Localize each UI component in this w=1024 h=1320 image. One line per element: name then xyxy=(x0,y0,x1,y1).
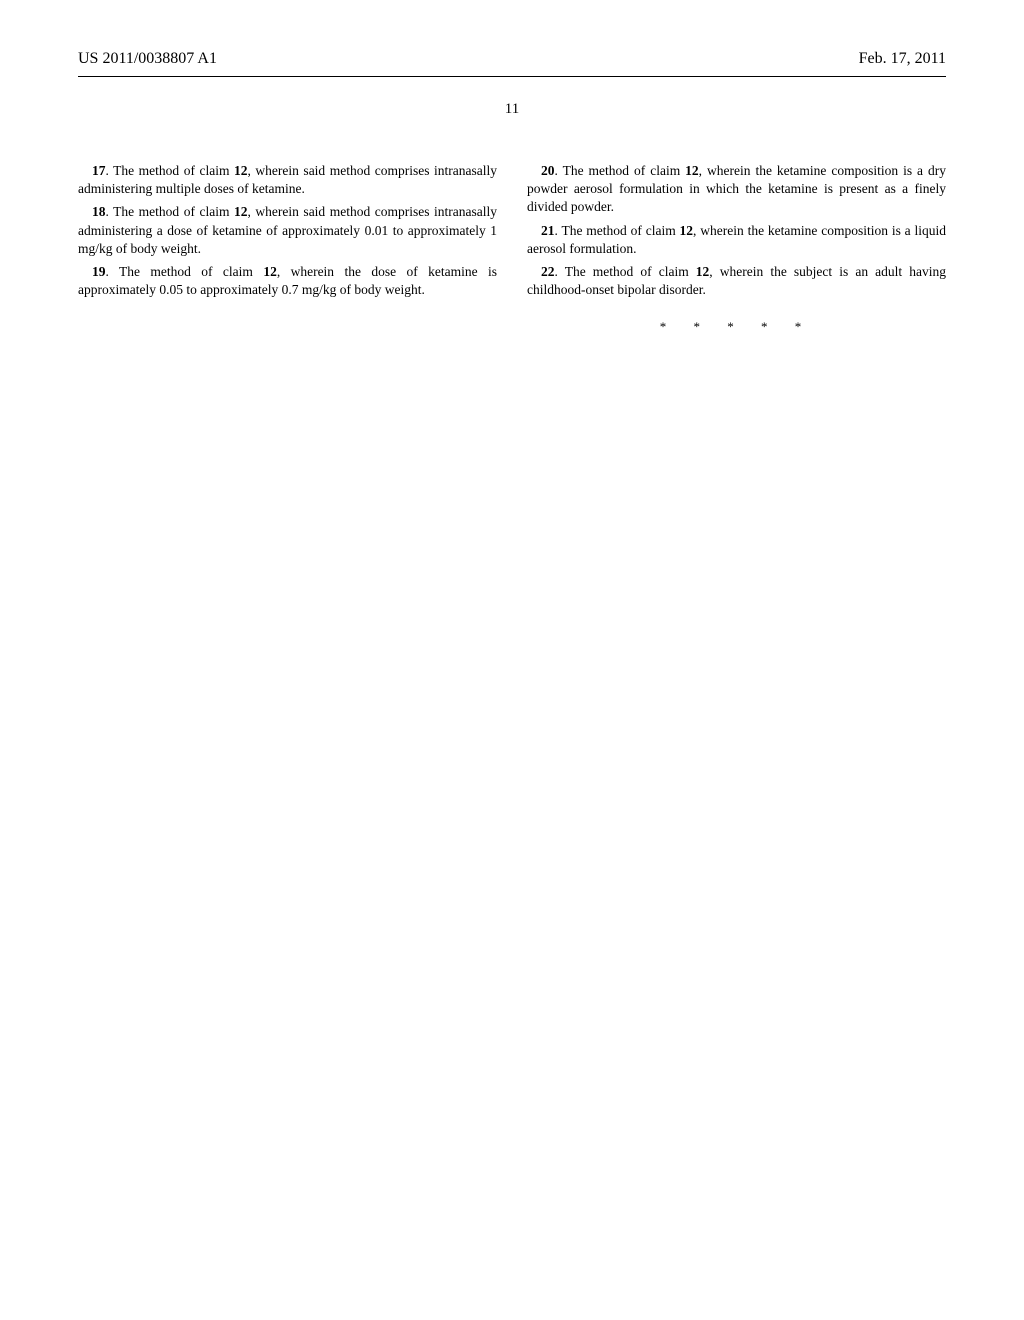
claim-reference: 12 xyxy=(696,264,710,279)
claim-22: 22. The method of claim 12, wherein the … xyxy=(527,263,946,299)
claim-reference: 12 xyxy=(263,264,277,279)
page-number: 11 xyxy=(78,101,946,118)
claim-number: 17 xyxy=(92,163,106,178)
publication-date: Feb. 17, 2011 xyxy=(859,50,946,68)
claim-number: 19 xyxy=(92,264,106,279)
page-header: US 2011/0038807 A1 Feb. 17, 2011 xyxy=(78,50,946,68)
claim-reference: 12 xyxy=(234,204,248,219)
claim-reference: 12 xyxy=(680,223,694,238)
claim-text-before: . The method of claim xyxy=(555,223,680,238)
claim-17: 17. The method of claim 12, wherein said… xyxy=(78,162,497,198)
right-column: 20. The method of claim 12, wherein the … xyxy=(527,162,946,335)
claim-text-before: . The method of claim xyxy=(106,264,264,279)
claim-number: 18 xyxy=(92,204,106,219)
claim-number: 22 xyxy=(541,264,555,279)
claim-19: 19. The method of claim 12, wherein the … xyxy=(78,263,497,299)
claim-number: 20 xyxy=(541,163,555,178)
claim-text-before: . The method of claim xyxy=(555,264,696,279)
claim-reference: 12 xyxy=(685,163,699,178)
end-marks: * * * * * xyxy=(527,318,946,336)
publication-number: US 2011/0038807 A1 xyxy=(78,50,217,68)
content-columns: 17. The method of claim 12, wherein said… xyxy=(78,162,946,335)
header-divider xyxy=(78,76,946,77)
claim-text-before: . The method of claim xyxy=(106,163,235,178)
claim-21: 21. The method of claim 12, wherein the … xyxy=(527,222,946,258)
claim-20: 20. The method of claim 12, wherein the … xyxy=(527,162,946,217)
claim-text-before: . The method of claim xyxy=(555,163,686,178)
claim-18: 18. The method of claim 12, wherein said… xyxy=(78,203,497,258)
claim-text-before: . The method of claim xyxy=(106,204,235,219)
claim-number: 21 xyxy=(541,223,555,238)
claim-reference: 12 xyxy=(234,163,248,178)
left-column: 17. The method of claim 12, wherein said… xyxy=(78,162,497,335)
